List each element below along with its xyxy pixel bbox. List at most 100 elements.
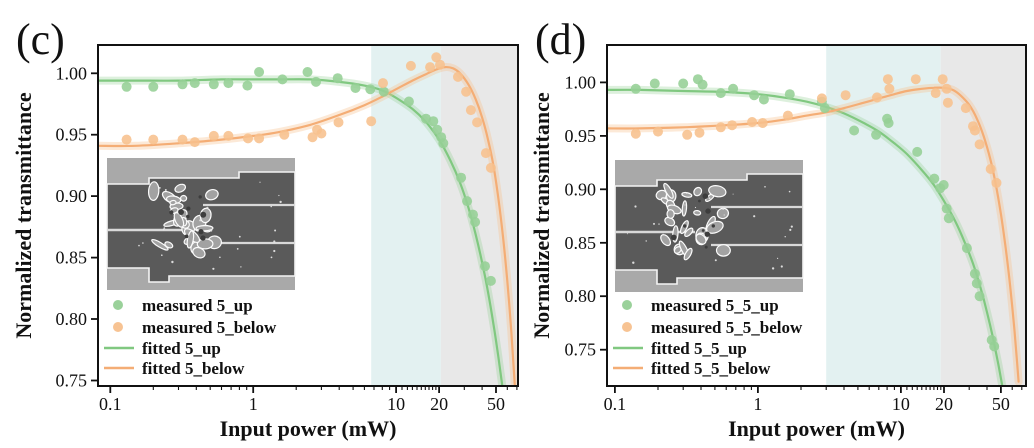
data-point <box>697 79 708 90</box>
x-tick-label: 10 <box>892 394 910 414</box>
inset-dark-spot <box>698 199 701 203</box>
data-point <box>177 79 188 90</box>
inset-speckle <box>212 267 215 270</box>
inset-speckle <box>238 235 241 238</box>
data-point <box>254 133 265 144</box>
inset-dark-spot <box>186 206 191 211</box>
data-point <box>480 148 491 159</box>
inset-blob <box>174 183 187 193</box>
inset-blob <box>693 186 703 197</box>
legend-label: measured 5_below <box>142 318 277 337</box>
legend-label: fitted 5_5_below <box>651 359 771 378</box>
inset-speckle <box>632 261 635 264</box>
legend: measured 5_5_up measured 5_5_belowfitted … <box>613 296 803 378</box>
inset-speckle <box>171 260 174 264</box>
data-point <box>758 94 769 105</box>
tick-marks <box>91 72 518 393</box>
inset-speckle <box>771 267 775 270</box>
data-point <box>438 138 449 149</box>
x-tick-label: 0.1 <box>99 394 122 414</box>
legend-marker-swatch <box>622 322 632 332</box>
inset-speckle <box>722 207 725 210</box>
x-tick-label: 1 <box>753 394 762 414</box>
data-point <box>961 243 972 254</box>
data-point <box>223 130 234 141</box>
data-point <box>208 130 219 141</box>
y-tick-label: 0.85 <box>56 248 88 268</box>
inset-speckle <box>274 229 277 232</box>
data-point <box>989 341 1000 352</box>
y-tick-label: 1.00 <box>565 72 597 92</box>
data-point <box>121 134 132 145</box>
panel-letter: (c) <box>16 15 65 64</box>
data-point <box>148 81 159 92</box>
data-point <box>485 162 496 173</box>
inset-speckle <box>138 244 140 247</box>
data-point <box>960 103 971 114</box>
inset-speckle <box>278 194 280 197</box>
inset-blob <box>681 200 688 217</box>
legend-label: measured 5_up <box>142 296 253 315</box>
data-point <box>727 120 738 131</box>
inset-dark-spot <box>702 193 709 199</box>
data-point <box>882 74 893 85</box>
data-point <box>277 74 288 85</box>
data-point <box>121 81 132 92</box>
data-point <box>930 88 941 99</box>
series-layer <box>607 74 1023 386</box>
data-point <box>254 67 265 77</box>
inset-speckle <box>273 249 276 253</box>
y-axis-title: Normalized transmittance <box>11 92 36 338</box>
inset-blob <box>205 189 219 201</box>
data-point <box>883 118 894 128</box>
panel-letter: (d) <box>535 15 586 64</box>
data-point <box>971 278 982 289</box>
data-point <box>816 93 827 104</box>
data-point <box>435 59 445 70</box>
data-point <box>682 129 693 140</box>
data-point <box>431 52 442 63</box>
axes-frame <box>606 44 1027 387</box>
inset-blob <box>693 209 702 216</box>
inset-blob <box>695 233 707 245</box>
inset-speckle <box>764 186 766 188</box>
x-tick-label: 20 <box>430 394 448 414</box>
panel-c: 0.1 1 10 20 50 0.75 0.80 0.85 0.90 0.95 1.00 Input … <box>11 15 519 441</box>
inset-speckle <box>653 222 655 225</box>
bistable-band-cyan <box>826 45 941 386</box>
inset-speckle <box>694 206 697 209</box>
data-point <box>872 92 882 103</box>
legend-marker-swatch <box>113 322 123 332</box>
inset-speckle <box>279 200 282 204</box>
inset-dark-spot <box>711 224 715 228</box>
inset-speckle <box>142 242 144 244</box>
inset-speckle <box>684 204 686 206</box>
inset-blob <box>708 185 727 198</box>
x-axis-title: Input power (mW) <box>728 416 905 441</box>
inset-speckle <box>259 181 261 183</box>
data-point <box>969 268 980 279</box>
data-point <box>871 129 882 140</box>
data-point <box>302 67 313 77</box>
data-point <box>465 105 476 116</box>
inset-speckle <box>210 229 213 232</box>
data-point <box>943 213 954 224</box>
data-point <box>749 90 760 101</box>
x-tick-label: 50 <box>992 394 1010 414</box>
inset-blob <box>706 220 724 234</box>
device-micrograph-inset <box>614 160 804 292</box>
x-tick-label: 50 <box>487 394 505 414</box>
data-point <box>480 261 490 272</box>
data-point <box>912 146 923 157</box>
inset-speckle <box>686 192 688 194</box>
data-point <box>653 126 663 137</box>
data-point <box>937 74 948 85</box>
inset-speckle <box>199 219 202 222</box>
inset-blob <box>666 209 675 219</box>
legend-marker-swatch <box>622 300 632 310</box>
inset-speckle <box>270 256 273 259</box>
data-point <box>985 164 996 174</box>
data-point <box>974 291 985 302</box>
